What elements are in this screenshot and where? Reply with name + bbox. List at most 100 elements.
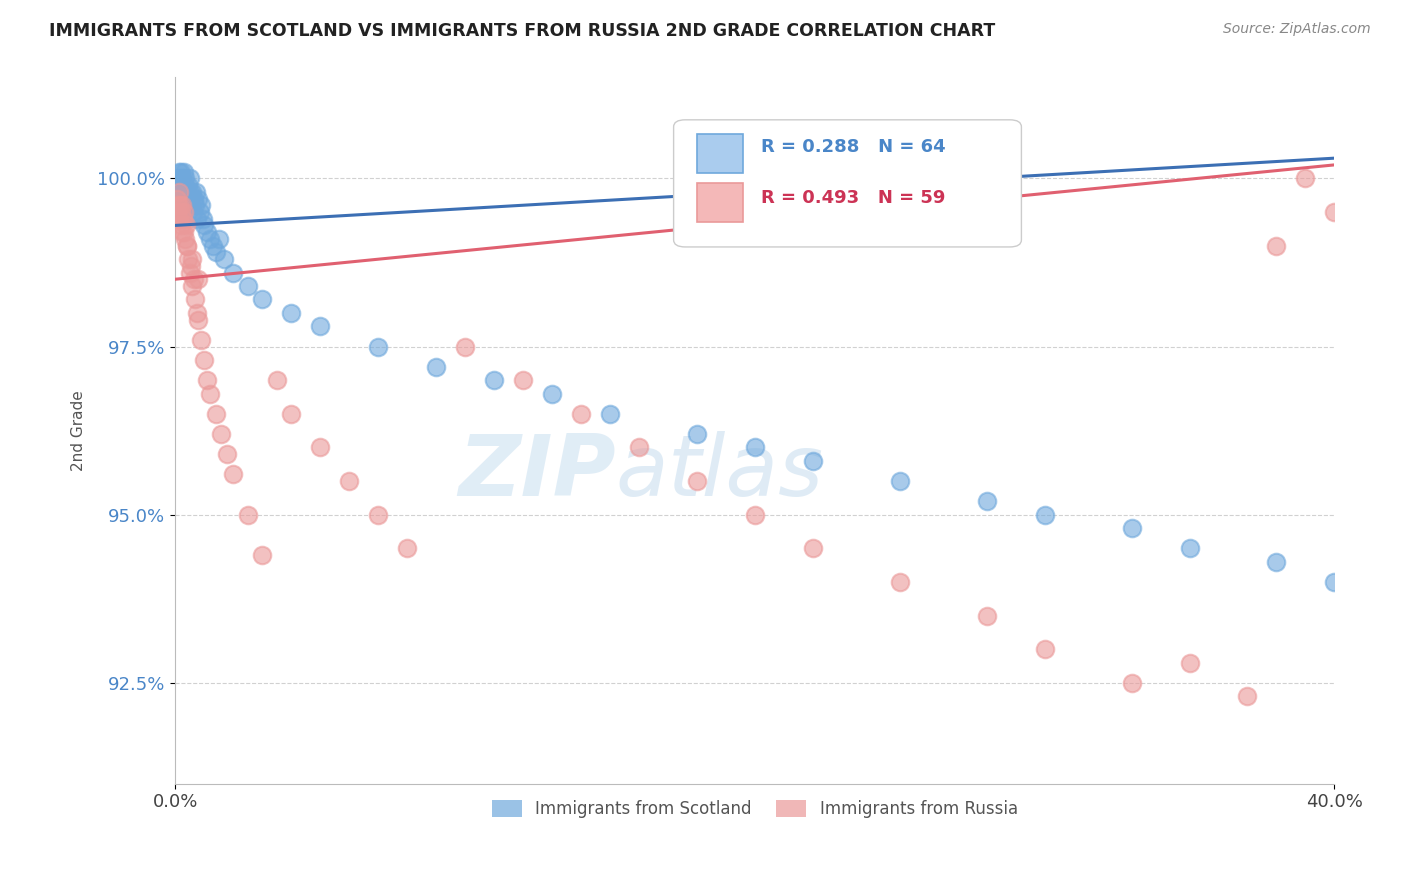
- Point: [180, 198, 202, 212]
- Point: [170, 164, 193, 178]
- Point: [801, 541, 824, 556]
- Point: [166, 192, 188, 206]
- Point: [627, 441, 650, 455]
- Point: [173, 164, 195, 178]
- Point: [744, 508, 766, 522]
- Point: [512, 373, 534, 387]
- Point: [1033, 642, 1056, 657]
- Point: [167, 198, 190, 212]
- FancyBboxPatch shape: [673, 120, 1021, 247]
- Text: atlas: atlas: [616, 432, 824, 515]
- Point: [309, 319, 332, 334]
- Point: [1294, 171, 1316, 186]
- Point: [174, 178, 197, 192]
- Point: [1178, 541, 1201, 556]
- Point: [186, 211, 208, 226]
- Point: [169, 171, 191, 186]
- Point: [1121, 676, 1143, 690]
- Point: [280, 407, 302, 421]
- Point: [425, 359, 447, 374]
- Point: [173, 198, 195, 212]
- Point: [172, 211, 194, 226]
- Point: [337, 474, 360, 488]
- Point: [179, 171, 201, 186]
- Point: [184, 293, 207, 307]
- Point: [172, 225, 194, 239]
- Point: [454, 339, 477, 353]
- Point: [214, 252, 236, 266]
- Point: [190, 198, 212, 212]
- Point: [174, 232, 197, 246]
- Point: [801, 454, 824, 468]
- Point: [166, 178, 188, 192]
- Point: [198, 232, 221, 246]
- Point: [569, 407, 592, 421]
- Point: [166, 185, 188, 199]
- Point: [184, 185, 207, 199]
- Text: IMMIGRANTS FROM SCOTLAND VS IMMIGRANTS FROM RUSSIA 2ND GRADE CORRELATION CHART: IMMIGRANTS FROM SCOTLAND VS IMMIGRANTS F…: [49, 22, 995, 40]
- Point: [266, 373, 288, 387]
- Point: [395, 541, 418, 556]
- Point: [167, 164, 190, 178]
- Point: [169, 185, 191, 199]
- Point: [889, 574, 911, 589]
- Point: [174, 219, 197, 233]
- Point: [1121, 521, 1143, 535]
- Point: [236, 279, 259, 293]
- Point: [183, 272, 205, 286]
- Point: [744, 441, 766, 455]
- Point: [193, 219, 215, 233]
- FancyBboxPatch shape: [697, 184, 744, 222]
- Point: [170, 178, 193, 192]
- Point: [167, 192, 190, 206]
- Point: [1265, 555, 1288, 569]
- Point: [1236, 690, 1258, 704]
- Point: [976, 494, 998, 508]
- Point: [177, 252, 200, 266]
- Point: [222, 266, 245, 280]
- Point: [172, 205, 194, 219]
- Point: [172, 171, 194, 186]
- Point: [236, 508, 259, 522]
- Text: ZIP: ZIP: [458, 432, 616, 515]
- Point: [204, 245, 226, 260]
- Point: [170, 219, 193, 233]
- Point: [211, 426, 233, 441]
- Point: [187, 272, 209, 286]
- Point: [180, 259, 202, 273]
- Point: [599, 407, 621, 421]
- Point: [167, 171, 190, 186]
- Point: [217, 447, 239, 461]
- Point: [190, 333, 212, 347]
- Point: [173, 185, 195, 199]
- Point: [889, 474, 911, 488]
- Point: [172, 185, 194, 199]
- Point: [176, 185, 198, 199]
- Point: [186, 306, 208, 320]
- Point: [176, 238, 198, 252]
- Point: [176, 238, 198, 252]
- Point: [169, 198, 191, 212]
- Point: [686, 426, 709, 441]
- Point: [541, 386, 564, 401]
- Point: [170, 192, 193, 206]
- Point: [169, 211, 191, 226]
- Point: [174, 192, 197, 206]
- Text: Source: ZipAtlas.com: Source: ZipAtlas.com: [1223, 22, 1371, 37]
- Point: [170, 205, 193, 219]
- Point: [166, 205, 188, 219]
- Point: [1265, 238, 1288, 252]
- Point: [177, 178, 200, 192]
- Point: [184, 198, 207, 212]
- Point: [195, 225, 218, 239]
- Point: [1178, 656, 1201, 670]
- Point: [187, 312, 209, 326]
- Point: [250, 293, 273, 307]
- Point: [173, 225, 195, 239]
- Point: [309, 441, 332, 455]
- Point: [1323, 574, 1346, 589]
- Point: [173, 205, 195, 219]
- Point: [1033, 508, 1056, 522]
- Point: [198, 386, 221, 401]
- Point: [176, 198, 198, 212]
